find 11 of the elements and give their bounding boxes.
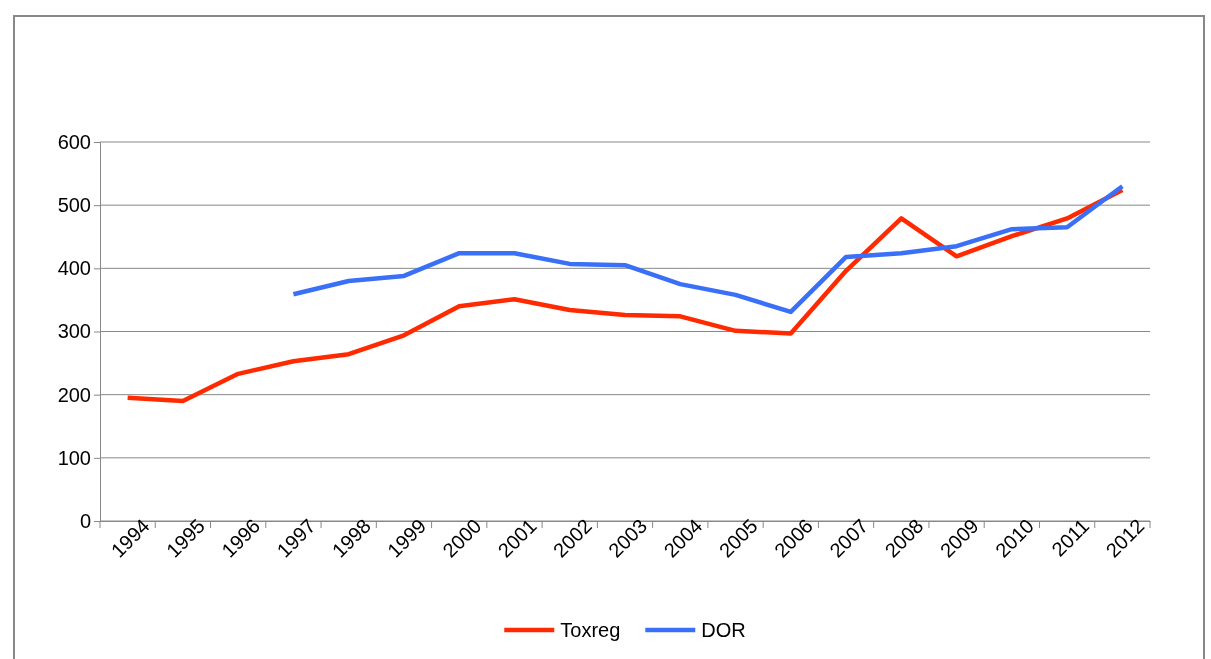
line-series xyxy=(291,183,1125,315)
legend-label: Toxreg xyxy=(560,619,621,641)
line-series xyxy=(125,187,1125,404)
y-tick-label: 300 xyxy=(57,320,91,343)
y-tick-label: 100 xyxy=(57,446,91,469)
y-tick-label: 200 xyxy=(57,383,91,406)
legend-label: DOR xyxy=(701,619,746,641)
y-tick-label: 0 xyxy=(79,509,91,532)
y-tick-label: 400 xyxy=(57,257,91,280)
y-tick-label: 600 xyxy=(57,130,91,153)
y-tick-label: 500 xyxy=(57,194,91,217)
